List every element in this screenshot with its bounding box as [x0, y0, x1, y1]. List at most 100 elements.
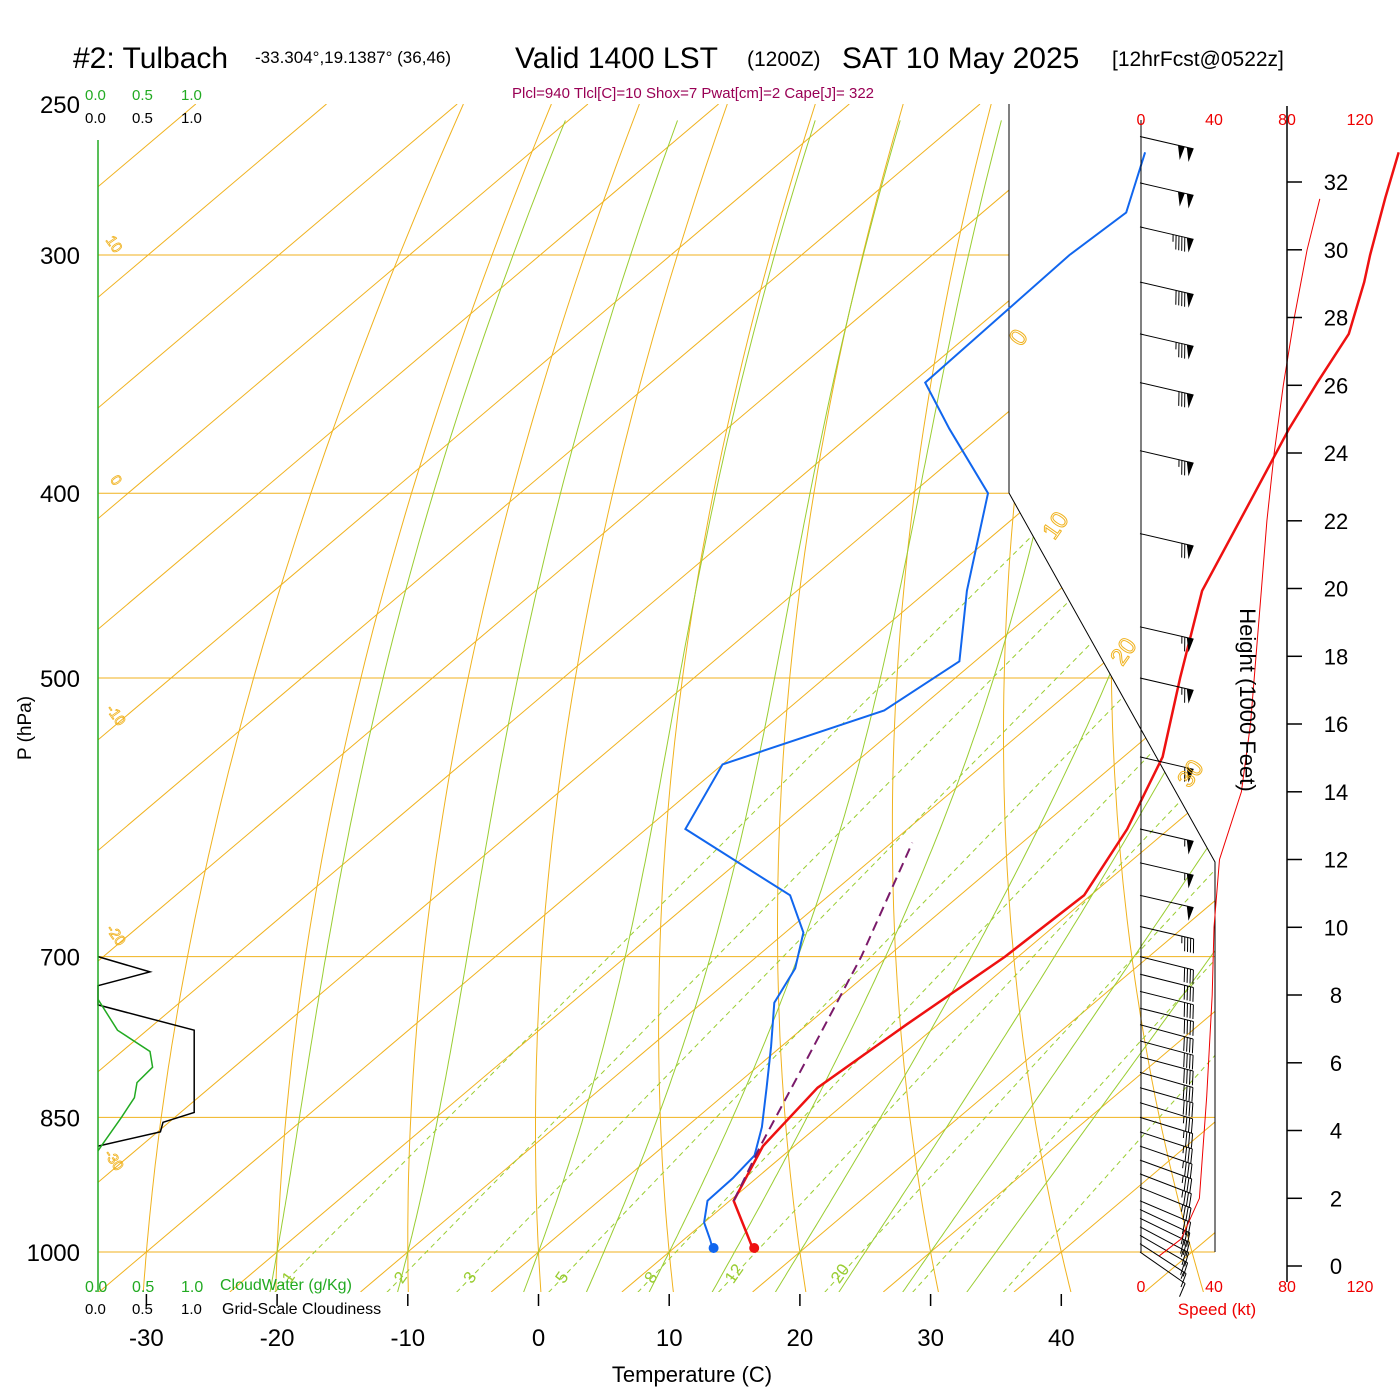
wind-barb-full — [1185, 1116, 1188, 1132]
wind-barb-shaft — [1139, 626, 1194, 640]
wind-barb-full — [1179, 1283, 1186, 1297]
isotherm-line — [98, 104, 719, 1253]
wind-barb-full — [1190, 1148, 1193, 1164]
wind-barb-full — [1184, 1252, 1190, 1267]
wind-barb-flag — [1186, 688, 1194, 704]
mixing-ratio-line — [1002, 492, 1215, 1292]
wind-barb-full — [1185, 1206, 1189, 1222]
wind-barb-shaft — [1139, 1186, 1192, 1209]
wind-barb — [1139, 226, 1194, 253]
sounding-traces — [684, 151, 1400, 1253]
cloud-tick-bottom-green-2: 1.0 — [181, 1279, 203, 1296]
wind-barb-flag — [1186, 839, 1194, 855]
wind-barb — [1139, 990, 1194, 1020]
wind-barb-shaft — [1139, 990, 1194, 1006]
wind-barb-full — [1186, 1163, 1190, 1178]
cloud-tick-top-black-2: 1.0 — [181, 110, 202, 127]
wind-barb-shaft — [1139, 1145, 1193, 1165]
height-tick-label: 22 — [1324, 509, 1348, 534]
cloudiness-label: Grid-Scale Cloudiness — [222, 1301, 381, 1318]
wind-barb-full — [1180, 1239, 1185, 1254]
wind-barb-full — [1185, 1242, 1190, 1257]
wind-barb-half — [1182, 1146, 1185, 1154]
height-tick-label: 10 — [1324, 915, 1348, 940]
wind-barb-full — [1189, 1178, 1193, 1194]
wind-barb-shaft — [1139, 1159, 1192, 1180]
wind-barb-shaft — [1139, 756, 1194, 770]
isobar-lines — [98, 254, 1215, 1253]
mixing-ratio-line — [548, 492, 1215, 1292]
wind-barb-half — [1181, 1190, 1184, 1198]
wind-barb-full — [1186, 1053, 1188, 1068]
isotherm-line — [752, 1251, 801, 1292]
isotherm-line — [98, 104, 589, 1253]
height-tick-label: 24 — [1324, 441, 1348, 466]
wind-barb — [1139, 1159, 1193, 1194]
wind-barb — [1139, 926, 1195, 954]
plot-border — [1008, 104, 1216, 1252]
moist-adiabat-line — [514, 120, 816, 1292]
wind-barb-flag — [1186, 292, 1194, 308]
wind-barb-shaft — [1139, 1007, 1194, 1022]
cloud-water-label: CloudWater (g/Kg) — [220, 1277, 352, 1294]
wind-barb-shaft — [1139, 1209, 1191, 1234]
dry-adiabat-line — [142, 104, 464, 1292]
mixing-ratio-lines: 1 2 3 5 8 12 20 — [274, 492, 1215, 1292]
forecast-info: [12hrFcst@0522z] — [1112, 48, 1284, 71]
wind-barb-flag — [1186, 544, 1194, 560]
wind-barb-full — [1191, 1070, 1194, 1086]
wind-barb-full — [1191, 1087, 1194, 1102]
mixing-ratio-line — [824, 492, 1215, 1292]
isotherm-label: -10 — [103, 702, 129, 730]
temperature-line — [732, 151, 1400, 1253]
wind-barb — [1139, 756, 1194, 783]
dry-adiabat-line — [535, 104, 728, 1292]
temperature-tick-label: 0 — [532, 1325, 545, 1352]
wind-barb-full — [1183, 1176, 1187, 1192]
y-axis-label: P (hPa) — [15, 696, 36, 760]
wind-barb-flag — [1186, 461, 1194, 477]
cloud-tick-top-green-0: 0.0 — [85, 87, 106, 104]
speed-tick-label: 80 — [1278, 1279, 1296, 1296]
wind-barb-shaft — [1139, 1071, 1194, 1088]
wind-barb-flag — [1186, 767, 1194, 783]
cloud-tick-top-black-0: 0.0 — [85, 110, 106, 127]
wind-barb-flag — [1186, 873, 1194, 889]
isotherm-line — [1191, 104, 1215, 1253]
wind-barb-full — [1189, 1038, 1191, 1053]
wind-barb-full — [1186, 1232, 1191, 1247]
axes: 0246810121416182022242628303200404080801… — [27, 92, 1374, 1352]
speed-tick-label: 120 — [1347, 112, 1374, 129]
pressure-tick-label: 250 — [40, 92, 80, 119]
wind-barb-full — [1185, 1101, 1188, 1116]
wind-barb-shaft — [1139, 1243, 1187, 1275]
mixing-ratio-label: 12 — [721, 1260, 747, 1286]
wind-barb-full — [1183, 1052, 1185, 1068]
wind-barb-shaft — [1139, 956, 1194, 971]
speed-profile — [1140, 120, 1321, 1257]
pressure-tick-label: 700 — [40, 945, 80, 972]
wind-barb-shaft — [1139, 450, 1194, 464]
wind-barb-full — [1183, 1231, 1188, 1246]
speed-tick-label: 80 — [1278, 112, 1296, 129]
wind-barb-shaft — [1139, 1116, 1193, 1134]
moist-adiabat-line — [390, 120, 678, 1292]
height-tick-label: 0 — [1330, 1254, 1342, 1279]
wind-barb-shaft — [1139, 1087, 1194, 1104]
dry-adiabat-line — [1214, 104, 1215, 1292]
temperature-tick-label: 10 — [656, 1325, 683, 1352]
wind-barb-shaft — [1139, 1200, 1191, 1223]
wind-barb-shaft — [1139, 333, 1194, 347]
wind-barb — [1139, 1186, 1192, 1223]
isotherm-label: 10 — [102, 233, 125, 256]
temperature-tick-label: -20 — [260, 1325, 295, 1352]
wind-barb-full — [1183, 1068, 1185, 1084]
wind-barb-flag — [1186, 193, 1194, 209]
isotherm-label: 20 — [1105, 633, 1142, 670]
height-tick-label: 30 — [1324, 238, 1348, 263]
wind-barb — [1139, 1102, 1194, 1134]
wind-barb-flag — [1186, 237, 1194, 253]
wind-barb-full — [1192, 969, 1194, 985]
wind-barb-full — [1188, 1193, 1192, 1208]
wind-barb-full — [1182, 1085, 1185, 1100]
